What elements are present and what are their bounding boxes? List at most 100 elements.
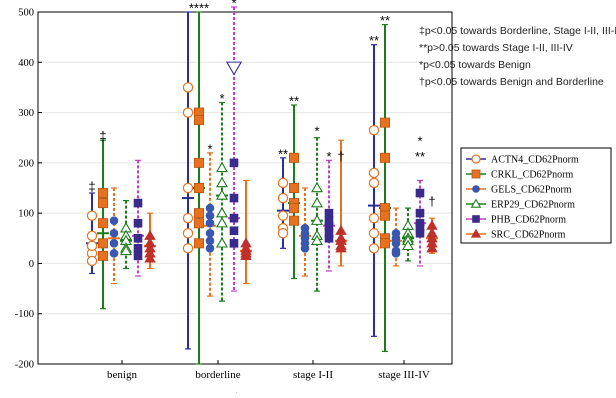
data-point <box>144 252 156 263</box>
legend-label: CRKL_CD62Pnorm <box>491 170 573 181</box>
data-point <box>205 203 215 213</box>
legend-item-actn4-cd62pnorm: ACTN4_CD62Pnorm <box>466 154 579 166</box>
legend-marker <box>471 169 481 179</box>
data-point <box>205 244 215 253</box>
x-axis-label: group <box>232 389 258 393</box>
data-point <box>368 124 380 136</box>
legend: ACTN4_CD62Pnorm CRKL_CD62Pnorm GELS_CD62Pn… <box>460 147 612 244</box>
series-erp29-cd62pnorm <box>119 101 415 302</box>
data-point <box>368 177 380 189</box>
data-point <box>86 210 98 221</box>
data-point <box>215 217 229 228</box>
data-point <box>324 208 334 218</box>
significance-notes: ‡p<0.05 towards Borderline, Stage I-II, … <box>419 25 616 88</box>
significance-mark: ** <box>380 13 390 28</box>
significance-mark: ** <box>278 146 288 161</box>
y-tick-label: 400 <box>18 58 34 69</box>
data-point <box>310 181 324 193</box>
legend-box <box>460 147 612 244</box>
data-point <box>379 238 390 249</box>
legend-item-src-cd62pnorm: SRC_CD62Pnorm <box>466 228 566 241</box>
data-point <box>109 239 119 248</box>
x-tick-label-stage-i-ii: stage I-II <box>293 369 333 381</box>
data-layer <box>86 6 438 365</box>
data-point <box>133 233 143 243</box>
data-point <box>368 167 380 179</box>
data-point <box>133 251 143 261</box>
data-point <box>86 255 98 267</box>
data-point <box>391 249 401 258</box>
significance-note: *p<0.05 towards Benign <box>419 59 531 71</box>
legend-item-crkl-cd62pnorm: CRKL_CD62Pnorm <box>466 170 573 181</box>
significance-mark: † <box>337 149 344 164</box>
data-point <box>109 228 119 238</box>
y-tick-label: 0 <box>29 259 34 270</box>
data-point <box>277 192 289 204</box>
data-point <box>288 215 299 226</box>
data-point <box>133 198 143 208</box>
data-point <box>229 193 239 203</box>
data-point <box>288 152 299 163</box>
data-point <box>182 182 194 194</box>
data-point <box>182 228 194 239</box>
data-point <box>335 242 347 253</box>
data-point <box>310 214 324 225</box>
data-point <box>229 158 239 168</box>
data-point <box>240 250 252 260</box>
legend-label: GELS_CD62Pnorm <box>491 185 572 196</box>
legend-label: ERP29_CD62Pnorm <box>491 200 575 211</box>
significance-note: **p>0.05 towards Stage I-II, III-IV <box>419 42 573 54</box>
x-tick-label-stage-iii-iv: stage III-IV <box>378 369 430 381</box>
legend-label: SRC_CD62Pnorm <box>491 230 566 241</box>
legend-item-erp29-cd62pnorm: ERP29_CD62Pnorm <box>466 198 575 211</box>
x-tick-label-borderline: borderline <box>195 369 240 381</box>
data-point <box>193 218 204 229</box>
data-point <box>193 115 204 126</box>
data-point <box>86 230 98 241</box>
legend-item-gels-cd62pnorm: GELS_CD62Pnorm <box>466 185 572 196</box>
data-point <box>205 218 215 228</box>
legend-label: ACTN4_CD62Pnorm <box>491 155 579 166</box>
y-tick-label: -200 <box>15 360 34 371</box>
legend-marker <box>472 185 480 193</box>
data-point <box>225 61 243 76</box>
significance-mark: **** <box>189 0 209 15</box>
significance-mark: * <box>231 0 236 10</box>
data-point <box>98 250 109 261</box>
data-point <box>193 157 204 168</box>
legend-marker <box>471 154 481 164</box>
axis-layer: -200 -100 0 100 200 300 400 500 benign borderline… <box>15 8 453 398</box>
significance-mark: * <box>326 149 331 164</box>
data-point <box>368 243 380 254</box>
significance-mark: * <box>207 141 212 156</box>
data-point <box>277 210 289 221</box>
data-point <box>324 221 334 231</box>
data-point <box>109 216 119 225</box>
data-point <box>277 177 289 189</box>
y-tick-label: 300 <box>18 108 34 119</box>
data-point <box>368 212 380 224</box>
data-point <box>215 206 229 218</box>
significance-mark: ** <box>369 33 379 48</box>
data-point <box>415 188 425 198</box>
series-crkl-cd62pnorm <box>97 11 391 365</box>
x-tick-label-benign: benign <box>107 369 137 381</box>
data-point <box>109 249 119 258</box>
data-point <box>193 238 204 249</box>
significance-note: ‡p<0.05 towards Borderline, Stage I-II, … <box>419 25 616 37</box>
legend-item-phb-cd62pnorm: PHB_CD62Pnorm <box>466 215 566 226</box>
significance-mark: ‡ <box>99 129 106 144</box>
legend-marker <box>470 228 482 238</box>
legend-marker <box>470 198 482 208</box>
data-point <box>215 189 229 200</box>
data-point <box>288 182 299 193</box>
data-point <box>86 240 98 252</box>
data-point <box>205 236 215 246</box>
significance-note: †p<0.05 towards Benign and Borderline <box>419 76 604 88</box>
data-point <box>205 228 215 238</box>
data-point <box>133 244 143 253</box>
data-point <box>98 188 109 199</box>
data-point <box>215 176 229 188</box>
